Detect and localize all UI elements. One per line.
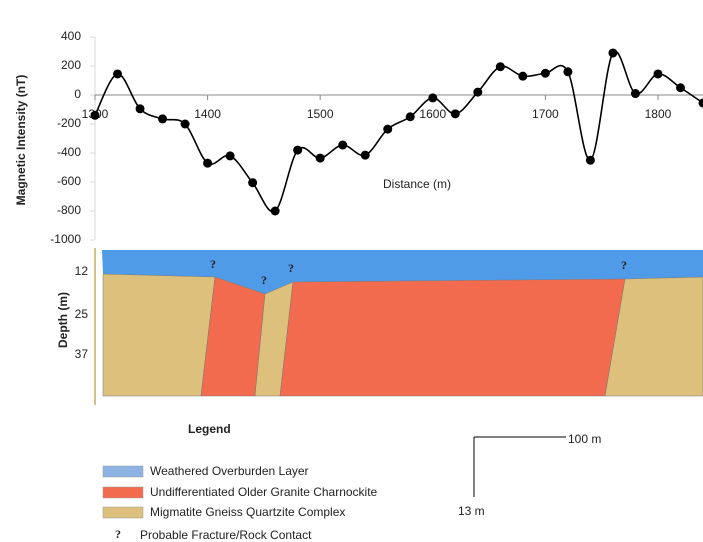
legend-swatch [103,466,143,477]
gneiss [103,274,215,396]
data-point [631,89,640,98]
data-point [158,114,167,123]
fracture-marker: ? [288,261,294,275]
data-point [563,67,572,76]
x-tick-label: 1400 [194,107,221,121]
scale-bar: 100 m 13 m [458,432,601,518]
data-point [428,93,437,102]
data-point [271,207,280,216]
y-tick-label: 400 [61,29,81,43]
data-point [451,109,460,118]
data-point [518,72,527,81]
fracture-marker: ? [621,258,627,272]
y-axis-label: Magnetic Intensity (nT) [14,75,28,206]
x-axis-label: Distance (m) [383,177,451,191]
legend-label: Probable Fracture/Rock Contact [140,528,312,542]
data-point [91,111,100,120]
data-point [608,48,617,57]
data-point [181,120,190,129]
data-point [136,104,145,113]
legend-swatch [103,487,143,498]
data-point [293,146,302,155]
data-point [406,112,415,121]
y-tick-label: 200 [61,58,81,72]
depth-tick-label: 25 [75,307,89,321]
legend-symbol: ? [115,527,121,541]
legend-swatch [103,507,143,518]
fracture-marker: ? [210,257,216,271]
page: Magnetic Intensity (nT) Distance (m) 400… [0,0,703,542]
y-tick-label: -600 [57,174,81,188]
depth-tick-label: 12 [75,264,89,278]
data-point [361,151,370,160]
data-point [473,88,482,97]
data-point [316,154,325,163]
cross-section: 12 25 37 Depth (m) ? ? ? ? [56,248,703,405]
data-point [338,141,347,150]
data-point [383,125,392,134]
scale-label: 13 m [458,504,485,518]
granite [280,279,625,396]
y-tick-label: -800 [57,203,81,217]
legend-label: Migmatite Gneiss Quartzite Complex [150,505,345,519]
depth-label: Depth (m) [56,292,70,348]
data-point [496,62,505,71]
data-point [676,83,685,92]
data-point [113,69,122,78]
data-point [586,156,595,165]
y-tick-label: 0 [74,87,81,101]
x-tick-label: 1600 [419,107,446,121]
fracture-marker: ? [261,273,267,287]
x-tick-label: 1800 [645,107,672,121]
legend-title: Legend [188,422,231,436]
x-tick-label: 1500 [307,107,334,121]
legend-label: Weathered Overburden Layer [150,464,309,478]
data-point [541,69,550,78]
y-tick-label: -200 [57,116,81,130]
scale-label: 100 m [568,432,601,446]
legend: Legend Weathered Overburden Layer Undiff… [103,422,378,542]
plot: 4002000-200-400-600-800-1000130014001500… [50,29,703,246]
data-point [248,178,257,187]
data-point [203,159,212,168]
y-tick-label: -1000 [50,232,81,246]
y-tick-label: -400 [57,145,81,159]
data-point [653,69,662,78]
data-point [226,151,235,160]
x-tick-label: 1700 [532,107,559,121]
depth-tick-label: 37 [75,347,89,361]
legend-label: Undifferentiated Older Granite Charnocki… [150,485,378,499]
